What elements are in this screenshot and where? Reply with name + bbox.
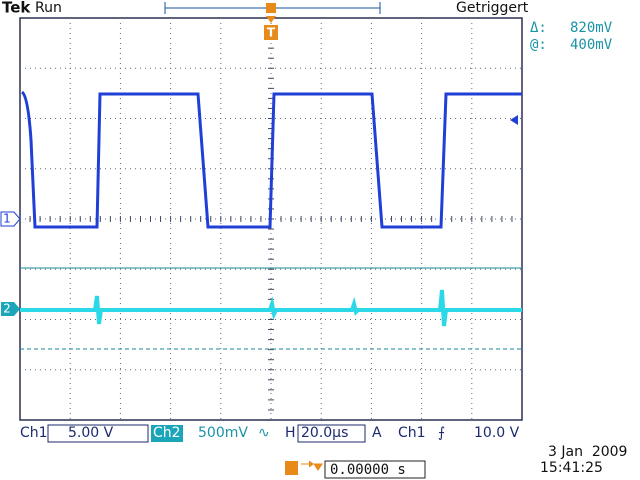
ch2-scale: 500mV	[198, 425, 248, 441]
date: 3 Jan 2009	[548, 444, 627, 460]
trigger-mode: A	[372, 425, 382, 441]
at-label: @:	[530, 37, 547, 53]
ch2-marker	[1, 302, 20, 316]
trigger-pos-arrow	[301, 460, 323, 471]
ch1-label: Ch1	[20, 425, 48, 441]
horizontal-label: H	[285, 425, 296, 441]
ch1-scale: 5.00 V	[68, 425, 114, 441]
trigger-marker	[264, 25, 278, 40]
ch1-scale-box	[47, 424, 149, 443]
trigger-pos-mark	[266, 3, 276, 13]
trigger-source: Ch1	[398, 425, 426, 441]
delta-value: 820mV	[570, 20, 613, 36]
horizontal-scale: 20.0µs	[301, 425, 348, 441]
trigger-slope: ⨍	[438, 425, 445, 441]
ch1-cursor-arrow	[510, 115, 518, 125]
delta-label: Δ:	[530, 20, 547, 36]
ch1-marker	[0, 211, 21, 227]
ch1-waveform	[20, 90, 522, 229]
trigger-position: 0.00000 s	[330, 462, 406, 478]
trigger-pos-icon	[285, 461, 298, 475]
brand: Tek	[2, 0, 31, 17]
ch2-label: Ch2	[153, 425, 181, 441]
horizontal-scale-box	[297, 424, 366, 443]
trigger-arrow	[266, 16, 276, 23]
at-value: 400mV	[570, 37, 613, 53]
ch2-label-bg	[151, 425, 183, 442]
ch2-coupling: ∿	[258, 425, 270, 441]
time: 15:41:25	[540, 460, 603, 476]
run-status: Run	[35, 0, 62, 16]
trigger-state: Getriggert	[456, 0, 529, 16]
ch2-marker-label: 2	[3, 302, 11, 316]
ch2-waveform	[20, 289, 522, 327]
trigger-level: 10.0 V	[474, 425, 520, 441]
trigger-position-box	[324, 460, 426, 479]
ch1-marker-label: 1	[3, 212, 11, 226]
trigger-marker-label: T	[267, 26, 276, 40]
